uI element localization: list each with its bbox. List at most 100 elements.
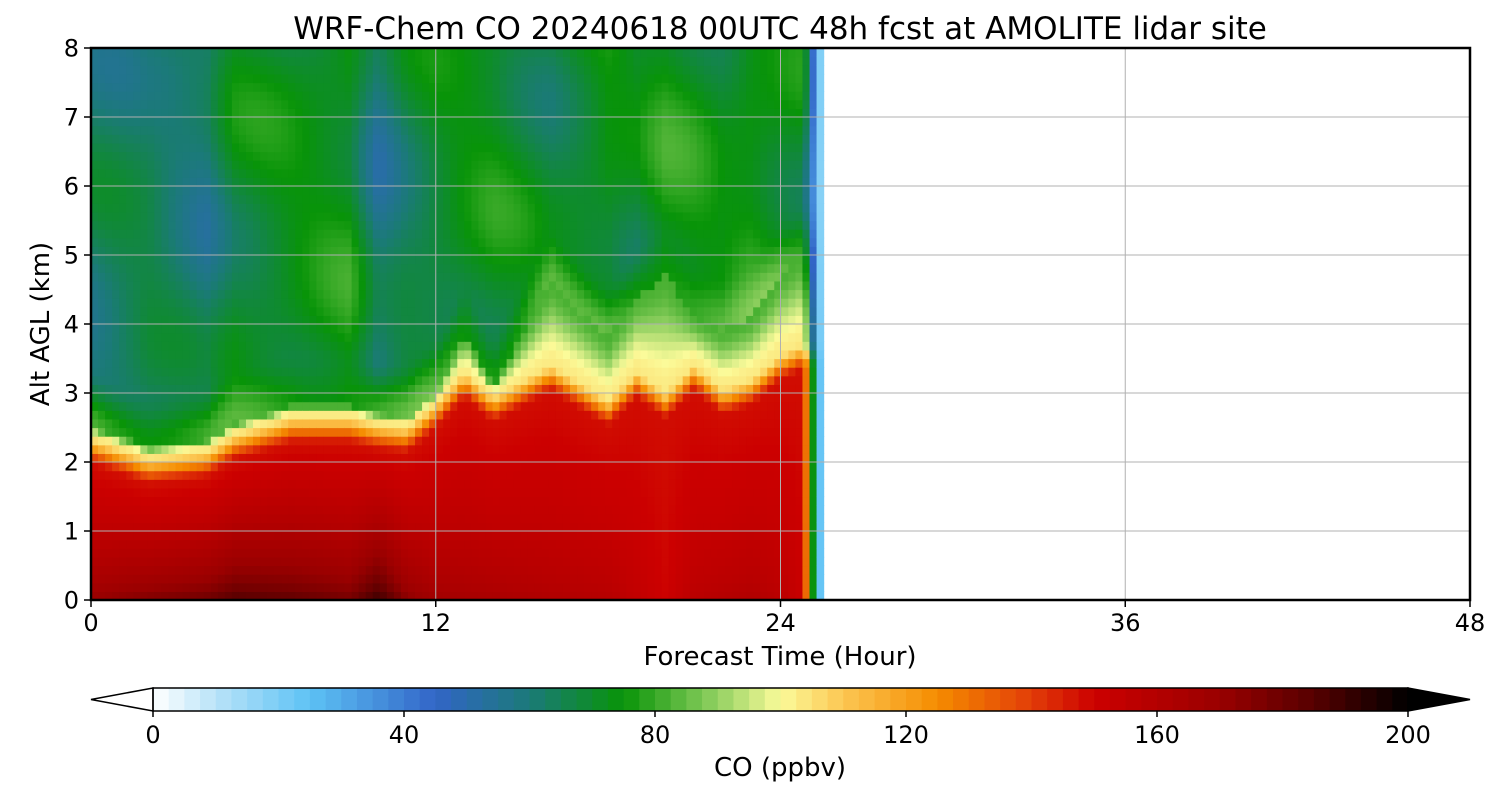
heatmap-cell [217, 246, 226, 256]
heatmap-cell [196, 73, 205, 84]
heatmap-cell [238, 315, 247, 325]
heatmap-cell [302, 462, 310, 472]
heatmap-cell [224, 591, 233, 600]
heatmap-cell [626, 56, 634, 66]
heatmap-cell [231, 186, 240, 196]
heatmap-cell [478, 574, 487, 584]
heatmap-cell [161, 160, 170, 170]
heatmap-cell [210, 349, 219, 360]
heatmap-cell [478, 513, 487, 523]
heatmap-cell [98, 487, 106, 498]
heatmap-cell [436, 82, 444, 92]
heatmap-cell [295, 531, 303, 541]
heatmap-cell [633, 99, 642, 109]
heatmap-cell [274, 375, 282, 385]
heatmap-cell [534, 513, 543, 523]
heatmap-cell [443, 393, 451, 403]
heatmap-cell [112, 73, 120, 84]
heatmap-cell [168, 479, 177, 489]
heatmap-cell [429, 565, 437, 575]
heatmap-cell [119, 289, 127, 299]
heatmap-cell [626, 272, 634, 282]
heatmap-cell [570, 56, 578, 66]
heatmap-cell [231, 453, 240, 463]
heatmap-cell [147, 315, 155, 325]
heatmap-cell [210, 99, 219, 109]
heatmap-cell [534, 117, 543, 127]
heatmap-cell [415, 272, 423, 282]
heatmap-cell [534, 82, 543, 92]
heatmap-cell [492, 401, 501, 411]
heatmap-cell [161, 168, 170, 178]
heatmap-cell [238, 151, 247, 161]
heatmap-cell [126, 479, 134, 489]
heatmap-cell [344, 117, 353, 127]
heatmap-cell [400, 229, 409, 239]
heatmap-cell [365, 151, 374, 161]
heatmap-cell [612, 168, 620, 178]
heatmap-cell [217, 82, 226, 92]
heatmap-cell [133, 211, 141, 222]
heatmap-cell [372, 56, 381, 66]
heatmap-cell [379, 556, 388, 567]
heatmap-cell [548, 462, 557, 472]
heatmap-cell [161, 117, 170, 127]
heatmap-cell [400, 470, 409, 480]
heatmap-cell [168, 401, 177, 411]
heatmap-cell [520, 134, 529, 144]
heatmap-cell [436, 194, 444, 204]
heatmap-cell [316, 332, 325, 342]
heatmap-cell [562, 565, 571, 575]
heatmap-cell [168, 410, 177, 420]
heatmap-cell [562, 134, 571, 144]
heatmap-cell [506, 220, 515, 230]
heatmap-cell [330, 418, 339, 429]
heatmap-cell [105, 151, 113, 161]
heatmap-cell [133, 332, 141, 342]
heatmap-cell [584, 117, 592, 127]
heatmap-cell [295, 418, 303, 429]
heatmap-cell [436, 306, 444, 316]
heatmap-cell [400, 367, 409, 377]
heatmap-cell [302, 48, 310, 58]
heatmap-cell [478, 108, 487, 118]
heatmap-cell [605, 375, 613, 385]
heatmap-cell [323, 220, 332, 230]
heatmap-cell [175, 462, 184, 472]
heatmap-cell [619, 272, 627, 282]
heatmap-cell [541, 272, 550, 282]
heatmap-cell [147, 462, 155, 472]
heatmap-cell [344, 99, 353, 109]
heatmap-cell [260, 151, 268, 161]
heatmap-cell [203, 151, 212, 161]
heatmap-cell [203, 255, 212, 265]
heatmap-cell [379, 203, 388, 213]
heatmap-cell [98, 436, 106, 446]
heatmap-cell [640, 582, 649, 592]
heatmap-cell [91, 556, 99, 567]
heatmap-cell [506, 186, 515, 196]
heatmap-cell [492, 151, 501, 161]
heatmap-cell [386, 393, 395, 403]
heatmap-cell [562, 531, 571, 541]
heatmap-cell [175, 56, 184, 66]
heatmap-cell [365, 574, 374, 584]
heatmap-cell [91, 263, 99, 273]
heatmap-cell [140, 427, 148, 437]
heatmap-cell [267, 315, 275, 325]
heatmap-cell [534, 99, 543, 109]
heatmap-cell [555, 324, 564, 334]
heatmap-cell [189, 531, 198, 541]
heatmap-cell [372, 505, 381, 515]
heatmap-cell [91, 574, 99, 584]
heatmap-cell [351, 211, 360, 222]
heatmap-cell [633, 108, 642, 118]
heatmap-cell [196, 298, 205, 308]
heatmap-cell [570, 556, 578, 567]
heatmap-cell [337, 375, 346, 385]
heatmap-cell [450, 82, 458, 92]
heatmap-cell [323, 160, 332, 170]
heatmap-cell [147, 582, 155, 592]
heatmap-cell [415, 280, 423, 291]
heatmap-cell [105, 177, 113, 187]
